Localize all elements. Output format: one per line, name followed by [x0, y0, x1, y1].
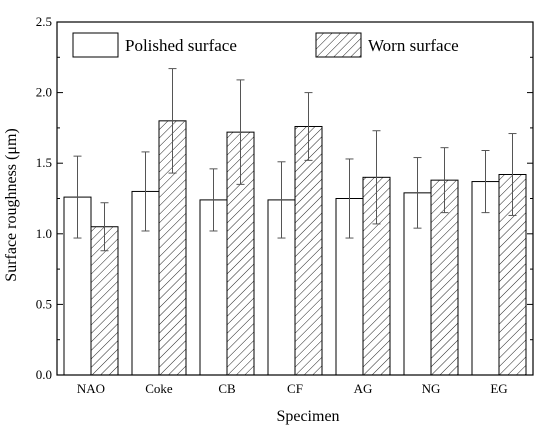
x-tick-label-ng: NG	[422, 381, 441, 396]
y-tick-label: 0.0	[36, 367, 52, 382]
y-tick-label: 1.0	[36, 226, 52, 241]
legend-label-polished: Polished surface	[125, 36, 237, 55]
x-axis-title: Specimen	[276, 408, 339, 425]
y-axis-title: Surface roughness (μm)	[3, 128, 20, 281]
legend-swatch-polished	[72, 32, 119, 58]
legend-label-worn: Worn surface	[368, 36, 459, 55]
y-tick-label: 2.5	[36, 14, 52, 29]
y-tick-label: 0.5	[36, 296, 52, 311]
legend: Polished surface Worn surface	[72, 32, 459, 58]
plot-frame	[56, 21, 534, 376]
y-tick-label: 2.0	[36, 85, 52, 100]
x-tick-label-cb: CB	[218, 381, 236, 396]
x-tick-label-coke: Coke	[145, 381, 173, 396]
x-tick-label-nao: NAO	[77, 381, 105, 396]
y-tick-label: 1.5	[36, 155, 52, 170]
x-tick-label-eg: EG	[490, 381, 507, 396]
x-tick-label-ag: AG	[354, 381, 373, 396]
bar-worn-cf	[294, 125, 323, 376]
x-tick-label-cf: CF	[287, 381, 303, 396]
bar-polished-eg	[471, 181, 500, 376]
legend-swatch-worn	[315, 32, 362, 58]
